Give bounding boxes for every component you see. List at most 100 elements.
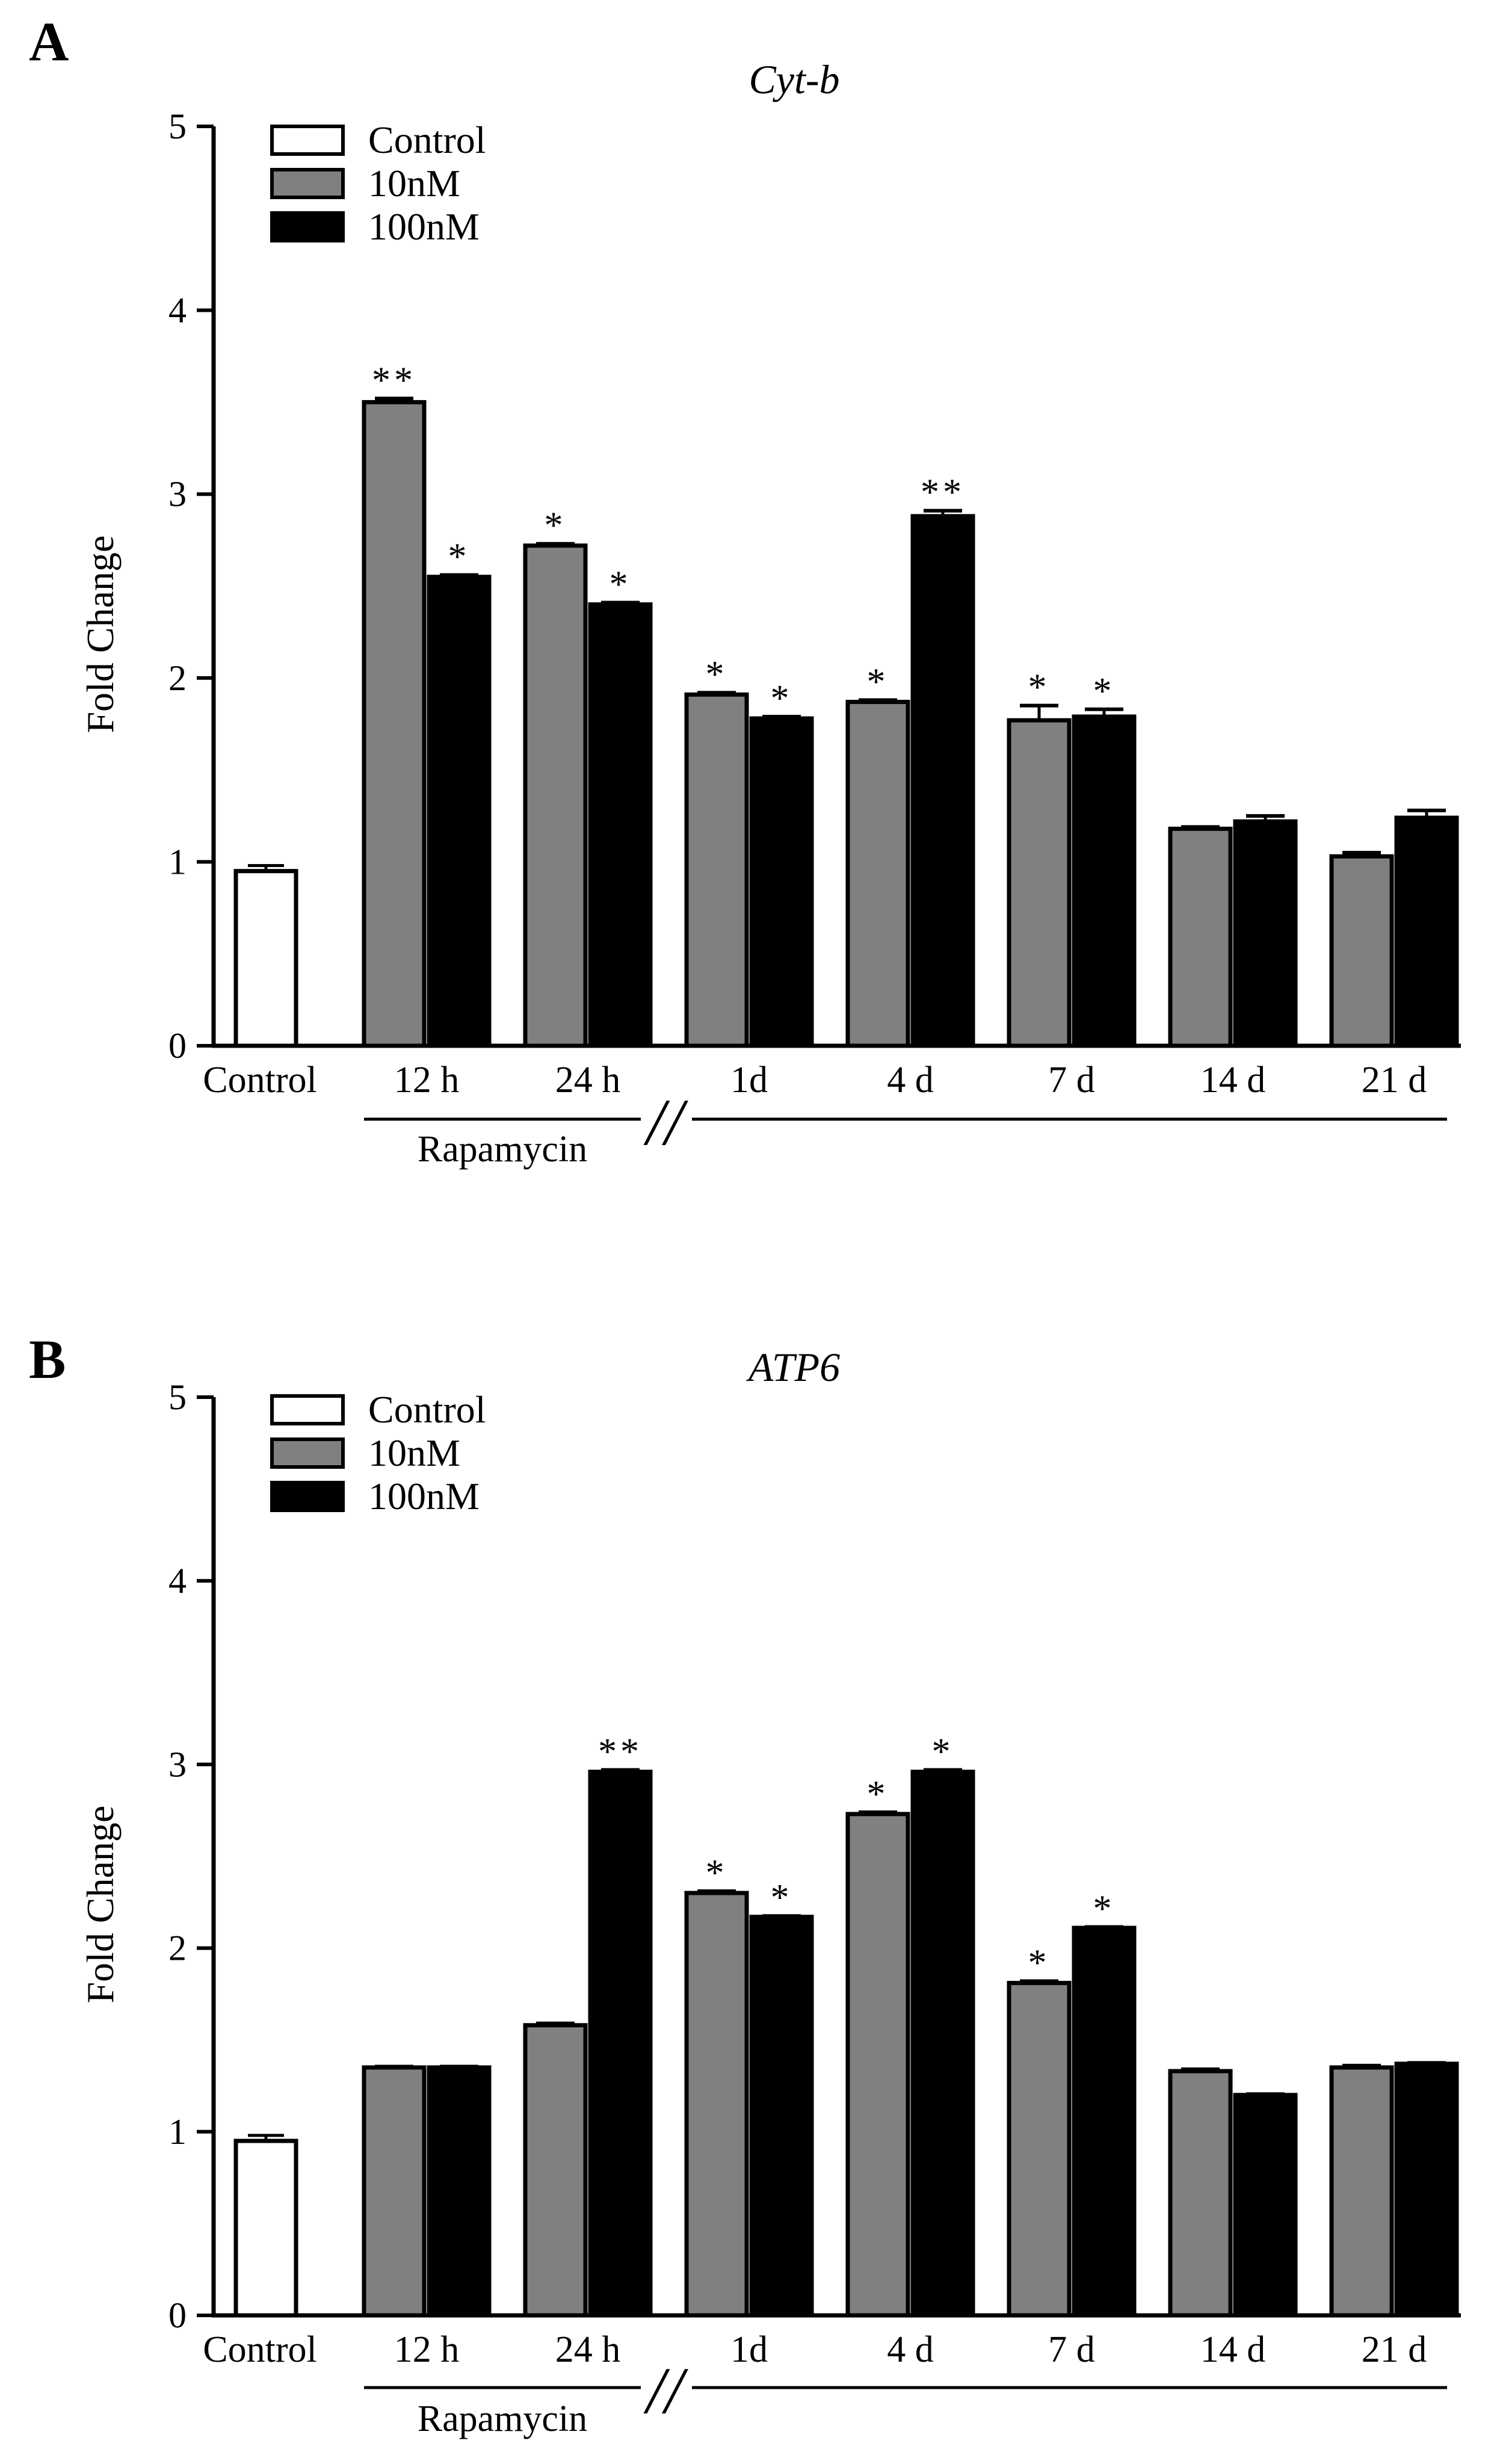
x-category-label: 24 h [555,2329,621,2370]
bar-10nm-7d [1007,1981,1072,2318]
x-category-label: 4 d [887,2329,934,2370]
bar-10nm-14d [1168,2069,1233,2318]
bar-100nm-1d [749,716,814,1048]
x-category-label: Control [203,2329,316,2370]
x-category-label: 7 d [1048,1060,1095,1101]
panel-letter: B [29,1329,66,1390]
y-axis-label: Fold Change [79,536,122,733]
bar-100nm-21d [1394,2061,1459,2318]
x-category-label: 14 d [1200,2329,1266,2370]
y-tick-label: 4 [168,291,187,330]
bar-10nm-24h [523,543,588,1048]
chart-title: ATP6 [746,1344,840,1390]
bar-10nm-1d [684,692,749,1048]
x-category-label: 4 d [887,1060,934,1101]
bar-control [233,2138,298,2318]
x-category-label: 14 d [1200,1060,1266,1101]
rapamycin-label: Rapamycin [418,1129,587,1170]
y-tick-label: 1 [168,842,187,882]
significance-marker: * [867,1774,889,1815]
significance-marker: * [1028,667,1051,708]
bar-100nm-14d [1233,2093,1298,2318]
significance-marker: * [771,1877,793,1918]
x-category-label: 21 d [1362,2329,1427,2370]
bar-100nm-7d [1072,714,1137,1048]
legend-swatch [270,1394,345,1425]
legend-swatch [270,211,345,242]
legend-label: 100nM [368,205,480,248]
bar-10nm-1d [684,1891,749,2318]
bar-control [233,869,298,1048]
legend-swatch [270,125,345,156]
y-tick-label: 3 [168,1744,187,1784]
y-tick-label: 3 [168,474,187,514]
axis-break-mark: // [643,1085,688,1159]
legend-label: 100nM [368,1475,480,1518]
y-tick-label: 2 [168,658,187,698]
bar-10nm-21d [1329,2065,1394,2318]
bar-100nm-1d [749,1915,814,2318]
y-tick-label: 5 [168,1377,187,1417]
bar-10nm-21d [1329,854,1394,1048]
x-category-label: 7 d [1048,2329,1095,2370]
legend-swatch [270,1481,345,1512]
chart-title: Cyt-b [748,57,839,102]
bar-100nm-7d [1072,1925,1137,2318]
rapamycin-label: Rapamycin [418,2398,587,2439]
bar-10nm-12h [362,400,427,1048]
significance-marker: * [1028,1943,1051,1984]
bar-10nm-14d [1168,826,1233,1048]
y-axis-label: Fold Change [79,1806,122,2004]
bar-100nm-12h [427,2065,492,2318]
bar-100nm-24h [588,602,653,1048]
y-tick-label: 5 [168,107,187,146]
bar-100nm-4d [910,1770,975,2318]
bar-100nm-24h [588,1770,653,2318]
axis-break-mark: // [643,2354,688,2427]
legend-swatch [270,1437,345,1469]
legend-swatch [270,168,345,199]
bar-100nm-4d [910,514,975,1048]
significance-marker: ** [921,472,965,513]
significance-marker: * [610,564,632,605]
significance-marker: * [1093,1889,1116,1930]
legend-label: 10nM [368,1431,460,1474]
significance-marker: ** [598,1732,643,1773]
legend-label: 10nM [368,162,460,205]
panel-letter: A [29,11,69,72]
x-category-label: 24 h [555,1060,621,1101]
legend-label: Control [368,119,486,161]
significance-marker: * [932,1732,954,1773]
bar-10nm-12h [362,2065,427,2318]
significance-marker: * [1093,671,1116,712]
legend-label: Control [368,1388,486,1431]
significance-marker: * [706,1853,728,1894]
y-tick-label: 4 [168,1561,187,1601]
x-category-label: 12 h [394,1060,460,1101]
x-category-label: Control [203,1060,316,1101]
significance-marker: * [771,678,793,719]
bar-100nm-14d [1233,819,1298,1048]
bar-10nm-4d [845,1812,910,2318]
bar-10nm-7d [1007,718,1072,1048]
bar-10nm-24h [523,2023,588,2318]
significance-marker: * [545,505,567,546]
bar-10nm-4d [845,700,910,1048]
x-category-label: 1d [730,2329,768,2370]
significance-marker: ** [372,360,416,401]
y-tick-label: 0 [168,2296,187,2335]
y-tick-label: 2 [168,1928,187,1968]
x-category-label: 1d [730,1060,768,1101]
bar-100nm-12h [427,575,492,1048]
significance-marker: * [867,661,889,702]
y-tick-label: 0 [168,1026,187,1066]
significance-marker: * [448,537,471,578]
significance-marker: * [706,654,728,695]
bar-100nm-21d [1394,815,1459,1048]
y-tick-label: 1 [168,2112,187,2152]
x-category-label: 21 d [1362,1060,1427,1101]
x-category-label: 12 h [394,2329,460,2370]
